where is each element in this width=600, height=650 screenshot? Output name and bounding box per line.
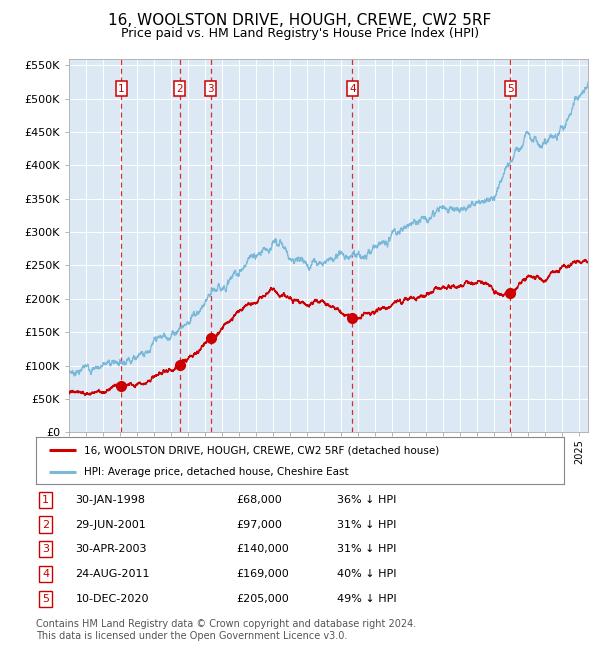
Text: 3: 3 — [42, 544, 49, 554]
Text: 31% ↓ HPI: 31% ↓ HPI — [337, 544, 397, 554]
Text: Price paid vs. HM Land Registry's House Price Index (HPI): Price paid vs. HM Land Registry's House … — [121, 27, 479, 40]
Text: 4: 4 — [349, 84, 356, 94]
Text: 40% ↓ HPI: 40% ↓ HPI — [337, 569, 397, 579]
Text: 10-DEC-2020: 10-DEC-2020 — [76, 593, 149, 604]
Text: 1: 1 — [118, 84, 125, 94]
Text: £205,000: £205,000 — [236, 593, 289, 604]
Text: 36% ↓ HPI: 36% ↓ HPI — [337, 495, 397, 505]
Text: 24-AUG-2011: 24-AUG-2011 — [76, 569, 150, 579]
Text: 31% ↓ HPI: 31% ↓ HPI — [337, 519, 397, 530]
Text: 2: 2 — [42, 519, 49, 530]
Text: 2: 2 — [176, 84, 183, 94]
Text: £68,000: £68,000 — [236, 495, 283, 505]
Text: £169,000: £169,000 — [236, 569, 289, 579]
Text: 5: 5 — [507, 84, 514, 94]
Text: 3: 3 — [208, 84, 214, 94]
Text: 5: 5 — [42, 593, 49, 604]
Text: 29-JUN-2001: 29-JUN-2001 — [76, 519, 146, 530]
Text: £97,000: £97,000 — [236, 519, 283, 530]
Text: 49% ↓ HPI: 49% ↓ HPI — [337, 593, 397, 604]
Text: 16, WOOLSTON DRIVE, HOUGH, CREWE, CW2 5RF (detached house): 16, WOOLSTON DRIVE, HOUGH, CREWE, CW2 5R… — [83, 445, 439, 455]
Text: HPI: Average price, detached house, Cheshire East: HPI: Average price, detached house, Ches… — [83, 467, 348, 476]
Text: 30-APR-2003: 30-APR-2003 — [76, 544, 147, 554]
Text: 4: 4 — [42, 569, 49, 579]
Text: 16, WOOLSTON DRIVE, HOUGH, CREWE, CW2 5RF: 16, WOOLSTON DRIVE, HOUGH, CREWE, CW2 5R… — [109, 13, 491, 28]
Text: 1: 1 — [42, 495, 49, 505]
Text: 30-JAN-1998: 30-JAN-1998 — [76, 495, 146, 505]
Text: £140,000: £140,000 — [236, 544, 289, 554]
Text: Contains HM Land Registry data © Crown copyright and database right 2024.
This d: Contains HM Land Registry data © Crown c… — [36, 619, 416, 641]
